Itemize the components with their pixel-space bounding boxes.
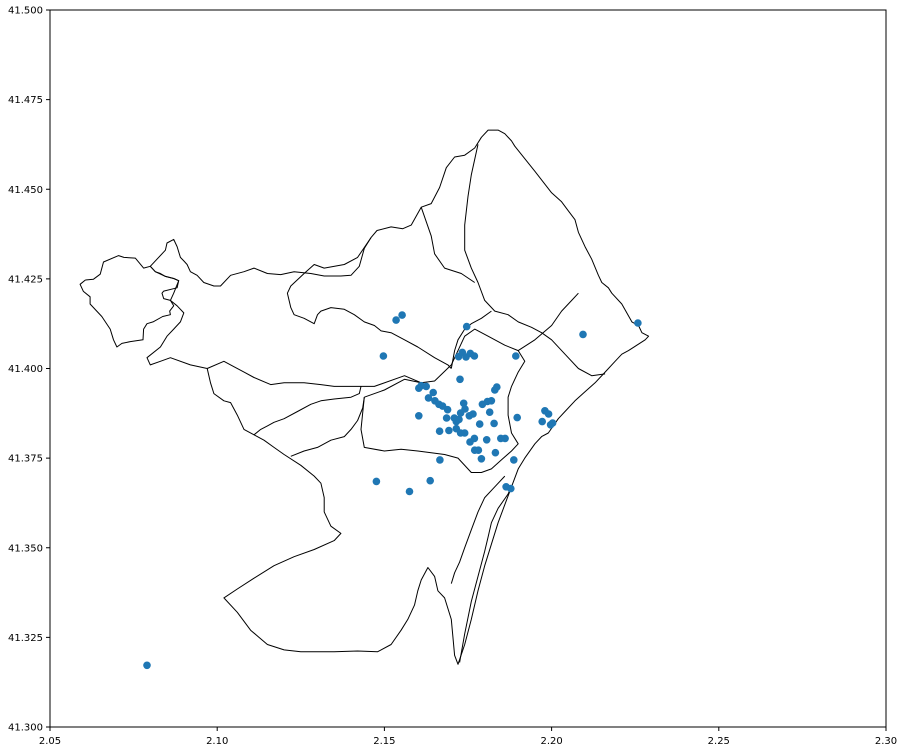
- data-point-60: [507, 484, 515, 493]
- y-tick-label-6: 41.450: [8, 185, 43, 196]
- data-point-54: [482, 436, 491, 444]
- data-point-35: [469, 410, 477, 418]
- data-point-56: [491, 448, 500, 457]
- data-point-6: [392, 316, 400, 324]
- x-axis-ticks: 2.05 2.10 2.15 2.20 2.25 2.30: [39, 727, 897, 747]
- data-point-46: [475, 420, 484, 428]
- data-point-0: [143, 661, 151, 670]
- data-point-2: [405, 487, 414, 496]
- data-point-61: [510, 456, 518, 464]
- x-tick-label-3: 2.20: [540, 736, 562, 747]
- data-point-62: [513, 413, 521, 422]
- data-point-7: [398, 311, 406, 319]
- x-tick-label-1: 2.10: [206, 736, 228, 747]
- data-point-1: [372, 477, 381, 486]
- boundary-port-pier: [450, 475, 506, 584]
- data-point-41: [460, 429, 469, 437]
- x-tick-label-5: 2.30: [875, 736, 897, 747]
- data-point-36: [415, 412, 423, 420]
- y-tick-label-7: 41.475: [8, 95, 43, 106]
- y-tick-label-1: 41.325: [8, 633, 43, 644]
- data-point-45: [474, 446, 483, 455]
- x-tick-label-2: 2.15: [373, 736, 395, 747]
- y-tick-label-5: 41.425: [8, 274, 43, 285]
- boundary-nw-district: [286, 237, 452, 369]
- data-point-22: [429, 388, 438, 397]
- data-point-30: [455, 415, 463, 424]
- data-points: [143, 311, 642, 670]
- data-point-27: [443, 405, 452, 414]
- x-tick-label-4: 2.25: [708, 736, 730, 747]
- data-point-8: [462, 322, 471, 331]
- data-point-3: [426, 476, 435, 485]
- data-point-65: [544, 410, 553, 418]
- y-axis-ticks: 41.300 41.325 41.350 41.375 41.400 41.425 41.4…: [8, 6, 50, 734]
- data-point-10: [579, 330, 587, 339]
- data-point-5: [379, 352, 388, 360]
- boundary-inner-mid: [290, 397, 365, 457]
- boundary-outer: [79, 255, 180, 348]
- boundary-inner-west: [207, 360, 422, 387]
- data-point-20: [422, 382, 431, 391]
- boundary-sant-marti-divider: [517, 292, 579, 352]
- data-point-53: [493, 383, 501, 391]
- y-tick-label-4: 41.400: [8, 364, 43, 375]
- data-point-17: [456, 375, 464, 384]
- data-point-55: [477, 455, 486, 463]
- data-point-50: [485, 408, 494, 417]
- data-point-4: [436, 456, 444, 464]
- data-point-33: [461, 405, 469, 413]
- data-point-21: [424, 394, 433, 402]
- data-point-26: [442, 414, 451, 422]
- data-point-49: [487, 397, 496, 405]
- boundary-inner-sw: [253, 386, 362, 436]
- y-tick-label-8: 41.500: [8, 6, 43, 17]
- data-point-38: [445, 426, 453, 435]
- data-point-67: [548, 419, 557, 427]
- data-point-11: [634, 319, 642, 327]
- y-tick-label-2: 41.350: [8, 543, 43, 554]
- data-point-43: [470, 434, 479, 443]
- boundary-north-divider: [464, 144, 606, 377]
- y-tick-label-0: 41.300: [8, 723, 43, 734]
- boundary-port-line: [459, 486, 512, 663]
- data-point-32: [459, 399, 468, 408]
- boundary-horta-divider: [420, 207, 475, 283]
- data-point-58: [501, 434, 509, 443]
- data-point-51: [490, 419, 498, 428]
- data-point-9: [512, 352, 520, 360]
- boundary-eixample: [360, 328, 526, 473]
- data-point-37: [435, 427, 444, 436]
- data-point-16: [470, 352, 479, 360]
- district-boundaries: [79, 129, 650, 665]
- y-tick-label-3: 41.375: [8, 454, 43, 465]
- data-point-63: [538, 417, 546, 426]
- x-tick-label-0: 2.05: [39, 736, 61, 747]
